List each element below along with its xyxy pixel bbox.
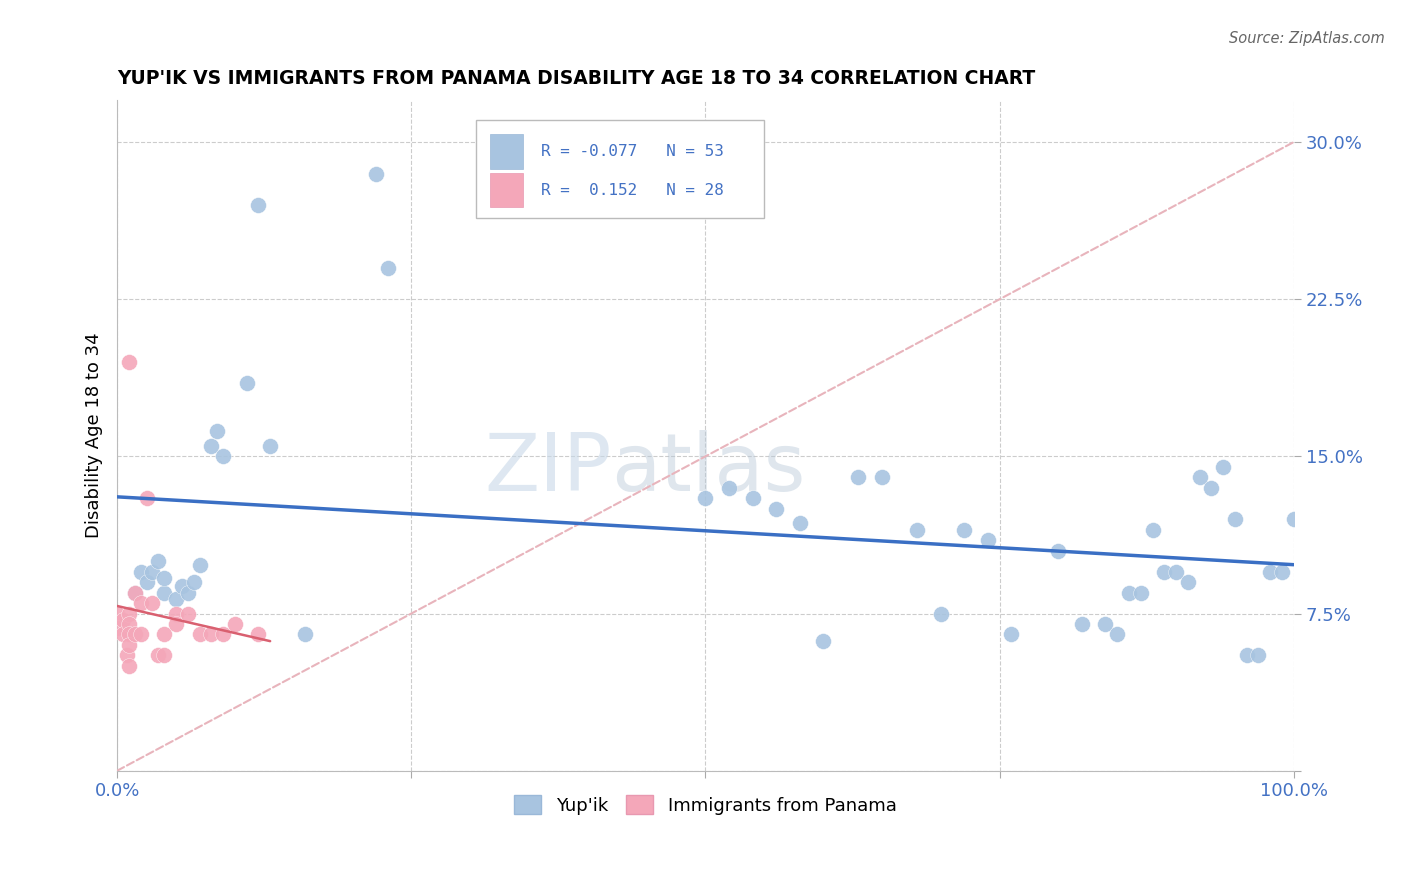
- Point: [153, 627, 176, 641]
- Point: [377, 260, 399, 275]
- Point: [129, 596, 152, 610]
- Point: [1164, 565, 1187, 579]
- Point: [135, 575, 157, 590]
- Point: [212, 450, 235, 464]
- Point: [124, 585, 146, 599]
- Point: [165, 591, 187, 606]
- Point: [165, 607, 187, 621]
- Point: [1212, 459, 1234, 474]
- Point: [188, 558, 211, 573]
- Point: [118, 607, 141, 621]
- Point: [124, 627, 146, 641]
- Point: [112, 627, 135, 641]
- Text: Source: ZipAtlas.com: Source: ZipAtlas.com: [1229, 31, 1385, 46]
- Point: [1201, 481, 1223, 495]
- Legend: Yup'ik, Immigrants from Panama: Yup'ik, Immigrants from Panama: [508, 789, 904, 822]
- Point: [135, 491, 157, 506]
- Point: [1258, 565, 1281, 579]
- Point: [124, 585, 146, 599]
- Point: [224, 617, 246, 632]
- Point: [141, 596, 163, 610]
- Point: [148, 554, 170, 568]
- Point: [141, 565, 163, 579]
- Point: [118, 659, 141, 673]
- Bar: [491, 172, 523, 208]
- Point: [1223, 512, 1246, 526]
- Point: [1177, 575, 1199, 590]
- Point: [200, 627, 222, 641]
- Point: [153, 585, 176, 599]
- Text: ZIP: ZIP: [484, 430, 612, 508]
- Point: [695, 491, 717, 506]
- Point: [1094, 617, 1116, 632]
- Point: [1282, 512, 1305, 526]
- Point: [1236, 648, 1258, 663]
- Point: [129, 627, 152, 641]
- Point: [1000, 627, 1022, 641]
- Point: [105, 607, 128, 621]
- Point: [1118, 585, 1140, 599]
- Point: [1071, 617, 1094, 632]
- Point: [105, 621, 128, 635]
- Point: [1247, 648, 1270, 663]
- Point: [235, 376, 257, 390]
- Point: [153, 648, 176, 663]
- Point: [205, 424, 228, 438]
- Point: [115, 648, 138, 663]
- Point: [905, 523, 928, 537]
- Point: [247, 198, 270, 212]
- Point: [118, 617, 141, 632]
- Point: [170, 579, 193, 593]
- Point: [177, 585, 200, 599]
- Text: YUP'IK VS IMMIGRANTS FROM PANAMA DISABILITY AGE 18 TO 34 CORRELATION CHART: YUP'IK VS IMMIGRANTS FROM PANAMA DISABIL…: [117, 69, 1035, 87]
- Bar: [491, 134, 523, 169]
- Point: [1271, 565, 1294, 579]
- Point: [294, 627, 316, 641]
- Point: [811, 633, 834, 648]
- Point: [200, 439, 222, 453]
- Point: [364, 167, 387, 181]
- Point: [259, 439, 281, 453]
- Point: [765, 501, 787, 516]
- Point: [870, 470, 893, 484]
- Point: [1188, 470, 1211, 484]
- Point: [1129, 585, 1152, 599]
- Point: [183, 575, 205, 590]
- Point: [1047, 543, 1070, 558]
- Point: [977, 533, 1000, 548]
- Point: [929, 607, 952, 621]
- Point: [153, 571, 176, 585]
- Point: [1153, 565, 1175, 579]
- Point: [188, 627, 211, 641]
- Point: [1107, 627, 1129, 641]
- Text: R = -0.077   N = 53: R = -0.077 N = 53: [541, 144, 724, 159]
- Point: [717, 481, 740, 495]
- Text: atlas: atlas: [612, 430, 806, 508]
- Point: [741, 491, 763, 506]
- Point: [118, 638, 141, 652]
- Y-axis label: Disability Age 18 to 34: Disability Age 18 to 34: [86, 333, 103, 538]
- Point: [118, 627, 141, 641]
- FancyBboxPatch shape: [477, 120, 765, 218]
- Point: [212, 627, 235, 641]
- Point: [129, 565, 152, 579]
- Point: [1142, 523, 1164, 537]
- Point: [118, 355, 141, 369]
- Point: [112, 613, 135, 627]
- Point: [148, 648, 170, 663]
- Point: [848, 470, 870, 484]
- Point: [789, 516, 811, 531]
- Text: R =  0.152   N = 28: R = 0.152 N = 28: [541, 183, 724, 197]
- Point: [165, 617, 187, 632]
- Point: [953, 523, 976, 537]
- Point: [247, 627, 270, 641]
- Point: [177, 607, 200, 621]
